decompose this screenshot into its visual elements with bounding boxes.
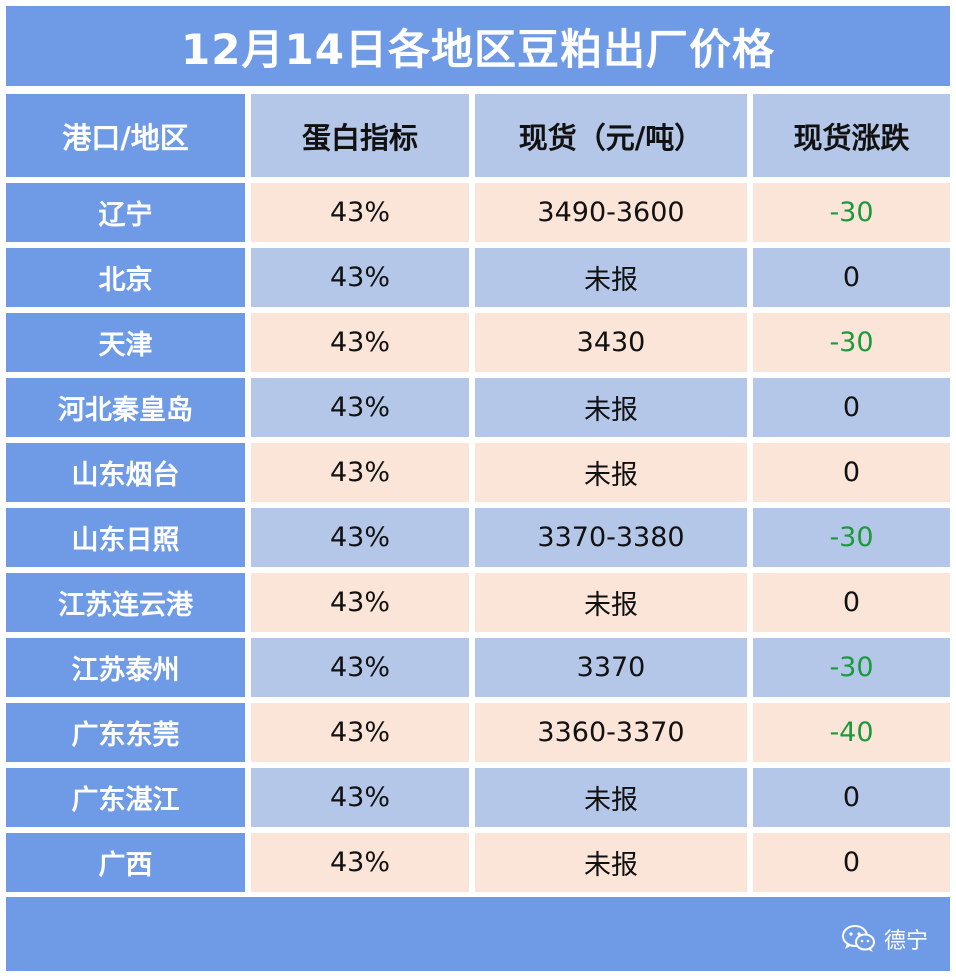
cell-price: 3370 xyxy=(475,638,747,697)
cell-protein: 43% xyxy=(251,248,469,307)
cell-region: 江苏泰州 xyxy=(6,638,245,697)
cell-region: 广西 xyxy=(6,833,245,892)
cell-protein: 43% xyxy=(251,378,469,437)
cell-protein: 43% xyxy=(251,508,469,567)
cell-protein: 43% xyxy=(251,638,469,697)
cell-region: 广东湛江 xyxy=(6,768,245,827)
header-region: 港口/地区 xyxy=(6,94,245,177)
cell-change: 0 xyxy=(753,768,950,827)
cell-price: 未报 xyxy=(475,833,747,892)
cell-region: 江苏连云港 xyxy=(6,573,245,632)
cell-protein: 43% xyxy=(251,703,469,762)
brand-watermark: 德宁 xyxy=(841,923,928,955)
brand-name: 德宁 xyxy=(883,929,928,954)
cell-protein: 43% xyxy=(251,768,469,827)
cell-change: -30 xyxy=(753,508,950,567)
cell-price: 未报 xyxy=(475,768,747,827)
cell-price: 未报 xyxy=(475,248,747,307)
wechat-icon xyxy=(841,925,876,953)
cell-region: 辽宁 xyxy=(6,183,245,242)
cell-region: 天津 xyxy=(6,313,245,372)
cell-change: -30 xyxy=(753,638,950,697)
cell-price: 未报 xyxy=(475,378,747,437)
table-footer: 德宁 xyxy=(6,897,950,971)
price-table: 港口/地区 蛋白指标 现货（元/吨） 现货涨跌 辽宁 43% 3490-3600 -3… xyxy=(6,94,950,892)
cell-protein: 43% xyxy=(251,573,469,632)
cell-price: 未报 xyxy=(475,573,747,632)
cell-change: -40 xyxy=(753,703,950,762)
cell-change: 0 xyxy=(753,443,950,502)
cell-price: 3360-3370 xyxy=(475,703,747,762)
cell-price: 3490-3600 xyxy=(475,183,747,242)
cell-price: 未报 xyxy=(475,443,747,502)
cell-protein: 43% xyxy=(251,833,469,892)
cell-change: 0 xyxy=(753,833,950,892)
price-table-sheet: 12月14日各地区豆粕出厂价格 港口/地区 蛋白指标 现货（元/吨） 现货涨跌 … xyxy=(6,6,950,971)
cell-price: 3370-3380 xyxy=(475,508,747,567)
cell-protein: 43% xyxy=(251,443,469,502)
cell-region: 河北秦皇岛 xyxy=(6,378,245,437)
cell-change: 0 xyxy=(753,378,950,437)
cell-region: 广东东莞 xyxy=(6,703,245,762)
cell-price: 3430 xyxy=(475,313,747,372)
header-protein: 蛋白指标 xyxy=(251,94,469,177)
cell-region: 北京 xyxy=(6,248,245,307)
cell-change: 0 xyxy=(753,248,950,307)
cell-protein: 43% xyxy=(251,183,469,242)
cell-change: -30 xyxy=(753,183,950,242)
cell-region: 山东烟台 xyxy=(6,443,245,502)
cell-region: 山东日照 xyxy=(6,508,245,567)
cell-change: 0 xyxy=(753,573,950,632)
table-title: 12月14日各地区豆粕出厂价格 xyxy=(6,6,950,86)
cell-change: -30 xyxy=(753,313,950,372)
header-price: 现货（元/吨） xyxy=(475,94,747,177)
header-change: 现货涨跌 xyxy=(753,94,950,177)
cell-protein: 43% xyxy=(251,313,469,372)
